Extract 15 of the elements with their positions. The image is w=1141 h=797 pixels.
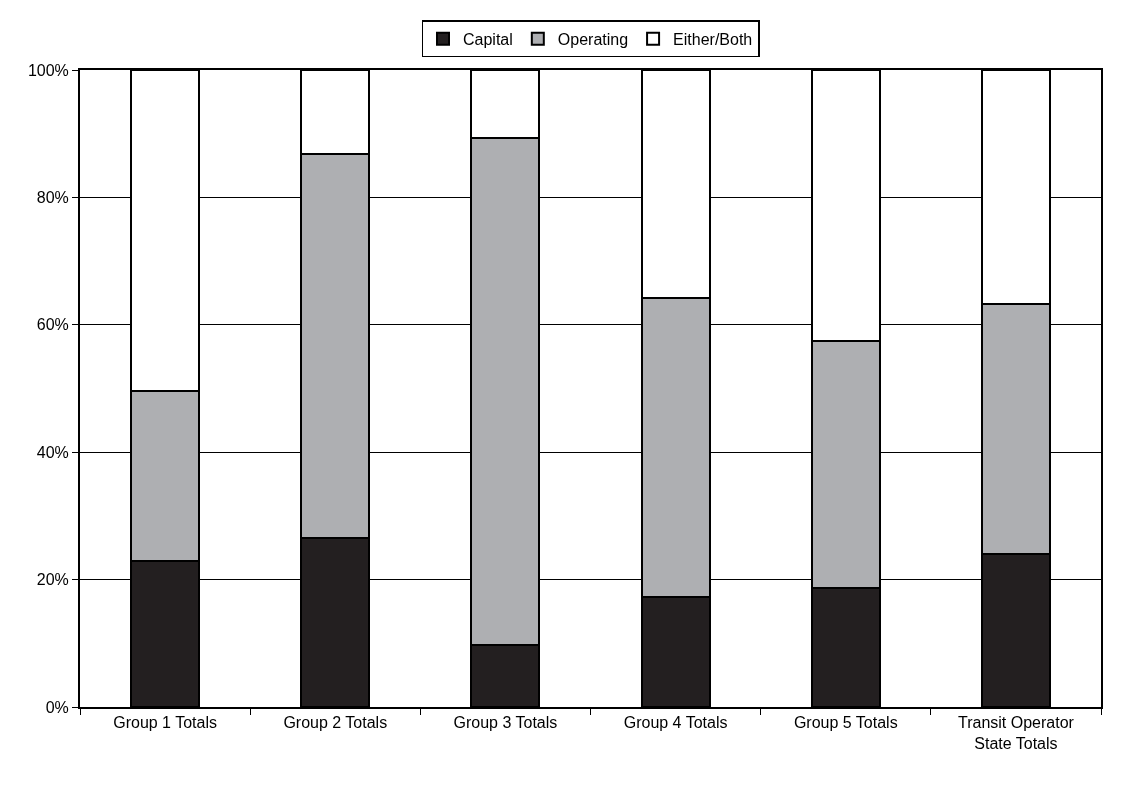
legend-label: Either/Both: [673, 30, 753, 48]
y-tick-label: 60%: [36, 316, 69, 334]
y-tick-label: 80%: [36, 189, 69, 206]
x-tick-label: Group 2 Totals: [283, 714, 388, 732]
y-tick-label: 0%: [45, 698, 69, 716]
x-tick-label: Group 1 Totals: [113, 714, 217, 732]
y-tick-label: 20%: [36, 571, 69, 589]
x-tick-label: Transit Operator State Totals: [957, 714, 1075, 752]
legend-label: Capital: [463, 30, 513, 48]
y-tick-label: 40%: [36, 443, 69, 461]
x-tick-label: Group 5 Totals: [793, 714, 898, 732]
x-tick-label: Group 3 Totals: [453, 714, 558, 732]
legend-label: Operating: [557, 30, 629, 48]
y-tick-label: 100%: [27, 61, 69, 79]
x-tick-label: Group 4 Totals: [623, 714, 728, 732]
